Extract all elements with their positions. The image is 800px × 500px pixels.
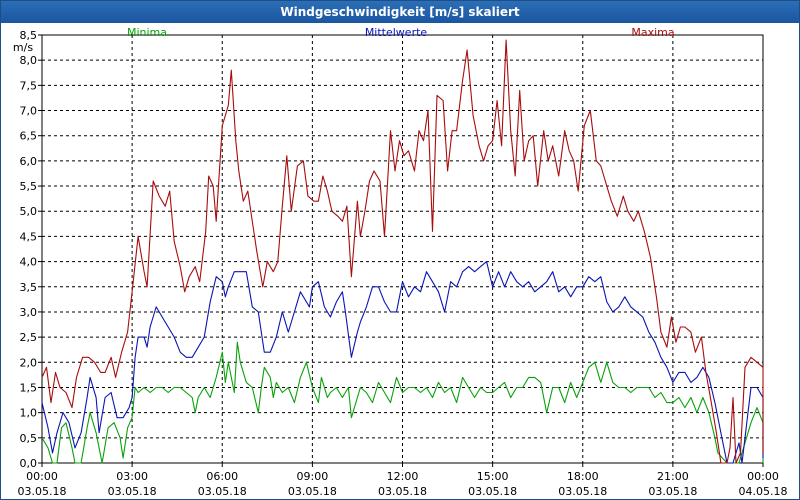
x-tick-date: 04.05.18: [739, 485, 788, 498]
y-tick-label: 1,5: [20, 381, 38, 394]
y-tick-label: 2,5: [20, 331, 38, 344]
x-tick-time: 00:00: [26, 470, 58, 483]
x-tick-time: 00:00: [747, 470, 779, 483]
x-tick-time: 06:00: [206, 470, 238, 483]
y-tick-label: 8,5: [20, 29, 38, 42]
chart-title: Windgeschwindigkeit [m/s] skaliert: [1, 1, 799, 23]
x-tick-date: 03.05.18: [198, 485, 247, 498]
grid-lines: [41, 34, 764, 464]
legend-mittelwerte: Mittelwerte: [365, 26, 428, 39]
y-tick-label: 1,0: [20, 407, 38, 420]
y-tick-label: 3,0: [20, 306, 38, 319]
legend: Minima Mittelwerte Maxima: [127, 26, 675, 39]
x-tick-time: 09:00: [297, 470, 329, 483]
y-tick-label: 8,0: [20, 54, 38, 67]
y-tick-label: 3,5: [20, 281, 38, 294]
series-maxima-line: [41, 39, 764, 464]
y-tick-label: 7,0: [20, 105, 38, 118]
axes: 0,0 0,5 1,0 1,5 2,0 2,5 3,0 3,5 4,0 4,5 5,0 5,5 6,0 6…: [13, 29, 788, 498]
y-axis-label: m/s: [13, 41, 33, 54]
x-tick-date: 03.05.18: [648, 485, 697, 498]
y-tick-label: 5,5: [20, 180, 38, 193]
series-minima-line: [41, 341, 764, 464]
y-tick-label: 0,0: [20, 457, 38, 470]
x-tick-date: 03.05.18: [18, 485, 67, 498]
x-tick-time: 12:00: [387, 470, 419, 483]
y-tick-label: 7,5: [20, 79, 38, 92]
y-tick-label: 0,5: [20, 432, 38, 445]
x-tick-date: 03.05.18: [288, 485, 337, 498]
y-tick-label: 2,0: [20, 356, 38, 369]
x-tick-date: 03.05.18: [468, 485, 517, 498]
x-tick-time: 03:00: [116, 470, 148, 483]
x-tick-time: 21:00: [657, 470, 689, 483]
y-tick-label: 6,0: [20, 155, 38, 168]
series-mittelwerte-line: [41, 261, 764, 464]
y-tick-label: 4,0: [20, 256, 38, 269]
series-lines: [41, 39, 764, 464]
plot-area: [41, 34, 764, 464]
x-tick-time: 18:00: [567, 470, 599, 483]
legend-maxima: Maxima: [631, 26, 674, 39]
x-tick-time: 15:00: [477, 470, 509, 483]
x-tick-date: 03.05.18: [378, 485, 427, 498]
y-tick-label: 4,5: [20, 230, 38, 243]
y-tick-label: 6,5: [20, 130, 38, 143]
x-tick-date: 03.05.18: [108, 485, 157, 498]
y-tick-label: 5,0: [20, 205, 38, 218]
legend-minima: Minima: [127, 26, 167, 39]
x-tick-date: 03.05.18: [558, 485, 607, 498]
